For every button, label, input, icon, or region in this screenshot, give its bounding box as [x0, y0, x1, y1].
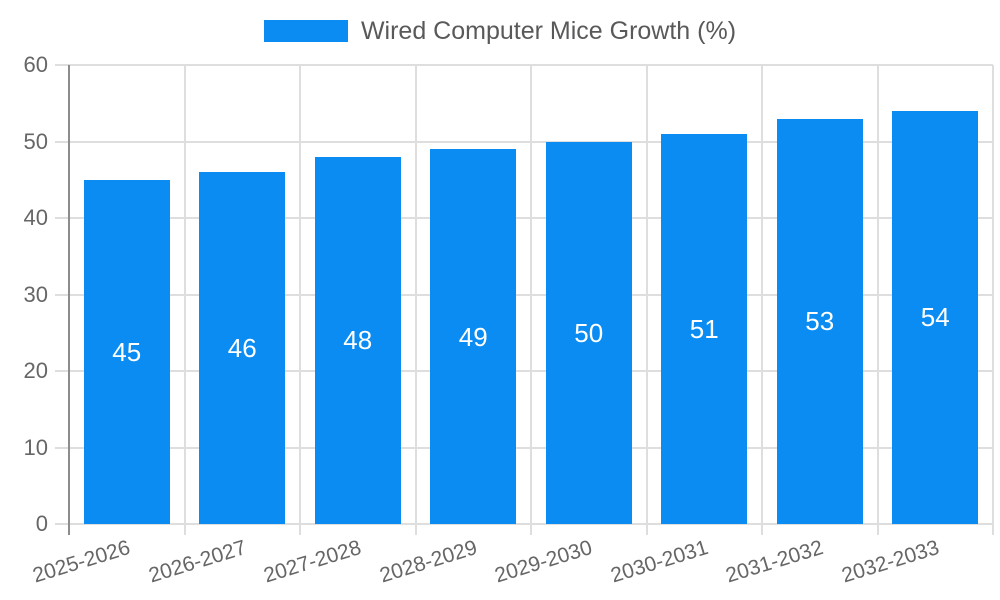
gridline-horizontal — [55, 446, 993, 449]
gridline-horizontal — [55, 140, 993, 143]
bar-value-label: 51 — [689, 313, 719, 344]
gridline-horizontal — [55, 64, 993, 66]
bar-value-label: 45 — [112, 336, 142, 367]
bar-2025-2026: 45 — [83, 179, 170, 524]
x-axis-tick-label: 2027-2028 — [261, 536, 365, 588]
legend-item[interactable]: Wired Computer Mice Growth (%) — [263, 17, 737, 45]
gridline-vertical — [530, 65, 532, 535]
bar-value-label: 53 — [805, 306, 835, 337]
x-axis-tick-label: 2032-2033 — [838, 536, 942, 588]
bar-2026-2027: 46 — [199, 172, 286, 524]
y-axis-line — [68, 65, 70, 535]
y-axis-tick-label: 10 — [23, 434, 48, 460]
bar-2027-2028: 48 — [314, 156, 401, 524]
bar-2029-2030: 50 — [545, 141, 632, 524]
bar-value-label: 48 — [343, 325, 373, 356]
bar-2028-2029: 49 — [430, 149, 517, 524]
y-axis-tick-label: 60 — [23, 52, 48, 77]
x-axis-tick-label: 2031-2032 — [723, 536, 827, 588]
legend: Wired Computer Mice Growth (%) — [0, 18, 1000, 44]
y-axis-tick-label: 0 — [35, 511, 48, 536]
bar-value-label: 49 — [458, 321, 488, 352]
y-axis-tick-label: 40 — [23, 205, 48, 230]
y-axis-tick-label: 30 — [23, 281, 48, 307]
gridline-vertical — [183, 65, 186, 535]
bar-2032-2033: 54 — [892, 110, 979, 524]
gridline-vertical — [645, 65, 648, 535]
gridline-vertical — [761, 65, 763, 535]
gridline-vertical — [876, 65, 879, 535]
bar-value-label: 46 — [227, 333, 257, 364]
bar-value-label: 54 — [920, 302, 950, 333]
gridline-horizontal — [55, 370, 993, 372]
bar-2030-2031: 51 — [661, 133, 748, 524]
gridline-vertical — [299, 65, 301, 535]
bar-value-label: 50 — [574, 317, 604, 348]
legend-swatch-icon — [263, 20, 348, 42]
y-axis-tick-label: 20 — [23, 358, 48, 383]
bar-2031-2032: 53 — [776, 118, 863, 524]
gridline-vertical — [992, 65, 994, 535]
x-axis-tick-label: 2026-2027 — [145, 536, 249, 588]
x-axis-tick-label: 2030-2031 — [607, 536, 711, 588]
x-axis-tick-label: 2025-2026 — [30, 536, 134, 588]
legend-label: Wired Computer Mice Growth (%) — [360, 17, 737, 45]
x-axis-tick-label: 2029-2030 — [492, 536, 596, 588]
y-axis-tick-label: 50 — [23, 128, 48, 154]
x-axis-tick-label: 2028-2029 — [376, 536, 480, 588]
gridline-vertical — [414, 65, 417, 535]
gridline-horizontal — [55, 217, 993, 219]
gridline-horizontal — [55, 523, 993, 525]
gridline-horizontal — [55, 293, 993, 296]
